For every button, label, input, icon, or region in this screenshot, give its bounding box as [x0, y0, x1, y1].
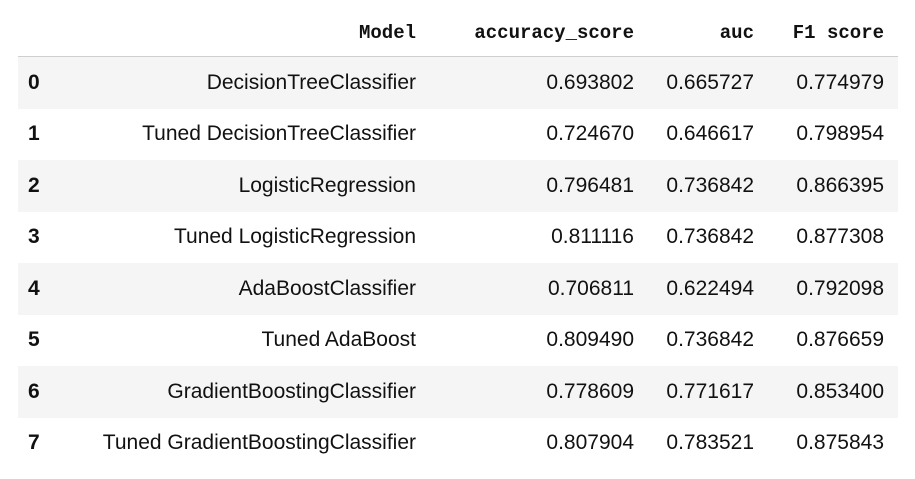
- cell-model: Tuned DecisionTreeClassifier: [142, 122, 416, 146]
- cell-auc: 0.622494: [666, 276, 754, 300]
- column-header-accuracy-score: accuracy_score: [430, 10, 648, 57]
- cell-model: Tuned LogisticRegression: [173, 225, 416, 249]
- row-index: 5: [28, 328, 40, 352]
- column-header-index: [18, 10, 58, 57]
- cell-f1-score: 0.866395: [796, 173, 884, 197]
- cell-auc: 0.736842: [666, 328, 754, 352]
- table-row: 3 Tuned LogisticRegression 0.811116 0.73…: [18, 211, 898, 263]
- row-index: 6: [28, 379, 40, 403]
- cell-auc: 0.736842: [666, 225, 754, 249]
- row-index: 4: [28, 276, 40, 300]
- cell-f1-score: 0.877308: [796, 225, 884, 249]
- cell-accuracy-score: 0.693802: [546, 70, 634, 94]
- cell-model: Tuned AdaBoost: [261, 328, 416, 352]
- cell-accuracy-score: 0.807904: [546, 431, 634, 455]
- dataframe-output: Model accuracy_score auc F1 score 0 Deci…: [18, 10, 898, 469]
- cell-auc: 0.783521: [666, 431, 754, 455]
- cell-accuracy-score: 0.811116: [551, 225, 634, 249]
- cell-accuracy-score: 0.724670: [546, 122, 634, 146]
- row-index: 3: [28, 225, 40, 249]
- row-index: 1: [28, 122, 40, 146]
- header-row: Model accuracy_score auc F1 score: [18, 10, 898, 57]
- row-index: 2: [28, 173, 40, 197]
- row-index: 7: [28, 431, 40, 455]
- table-row: 2 LogisticRegression 0.796481 0.736842 0…: [18, 160, 898, 212]
- cell-model: AdaBoostClassifier: [238, 276, 416, 300]
- cell-f1-score: 0.792098: [796, 276, 884, 300]
- cell-auc: 0.736842: [666, 173, 754, 197]
- cell-model: Tuned GradientBoostingClassifier: [102, 431, 416, 455]
- cell-auc: 0.771617: [666, 379, 754, 403]
- column-header-auc: auc: [648, 10, 768, 57]
- column-header-model: Model: [58, 10, 430, 57]
- table-row: 4 AdaBoostClassifier 0.706811 0.622494 0…: [18, 263, 898, 315]
- cell-accuracy-score: 0.809490: [546, 328, 634, 352]
- row-index: 0: [28, 70, 40, 94]
- table-body: 0 DecisionTreeClassifier 0.693802 0.6657…: [18, 56, 898, 469]
- table-row: 7 Tuned GradientBoostingClassifier 0.807…: [18, 417, 898, 469]
- cell-f1-score: 0.876659: [796, 328, 884, 352]
- cell-f1-score: 0.774979: [796, 70, 884, 94]
- cell-model: DecisionTreeClassifier: [206, 70, 416, 94]
- table-row: 1 Tuned DecisionTreeClassifier 0.724670 …: [18, 108, 898, 160]
- column-header-f1-score: F1 score: [768, 10, 898, 57]
- cell-auc: 0.665727: [666, 70, 754, 94]
- cell-f1-score: 0.798954: [796, 122, 884, 146]
- cell-model: GradientBoostingClassifier: [167, 379, 416, 403]
- cell-accuracy-score: 0.706811: [547, 276, 634, 300]
- cell-auc: 0.646617: [666, 122, 754, 146]
- table-row: 0 DecisionTreeClassifier 0.693802 0.6657…: [18, 56, 898, 109]
- cell-f1-score: 0.875843: [796, 431, 884, 455]
- results-table: Model accuracy_score auc F1 score 0 Deci…: [18, 10, 898, 469]
- cell-model: LogisticRegression: [238, 173, 416, 197]
- cell-f1-score: 0.853400: [796, 379, 884, 403]
- cell-accuracy-score: 0.796481: [546, 173, 634, 197]
- table-row: 6 GradientBoostingClassifier 0.778609 0.…: [18, 366, 898, 418]
- cell-accuracy-score: 0.778609: [546, 379, 634, 403]
- table-header: Model accuracy_score auc F1 score: [18, 10, 898, 57]
- table-row: 5 Tuned AdaBoost 0.809490 0.736842 0.876…: [18, 314, 898, 366]
